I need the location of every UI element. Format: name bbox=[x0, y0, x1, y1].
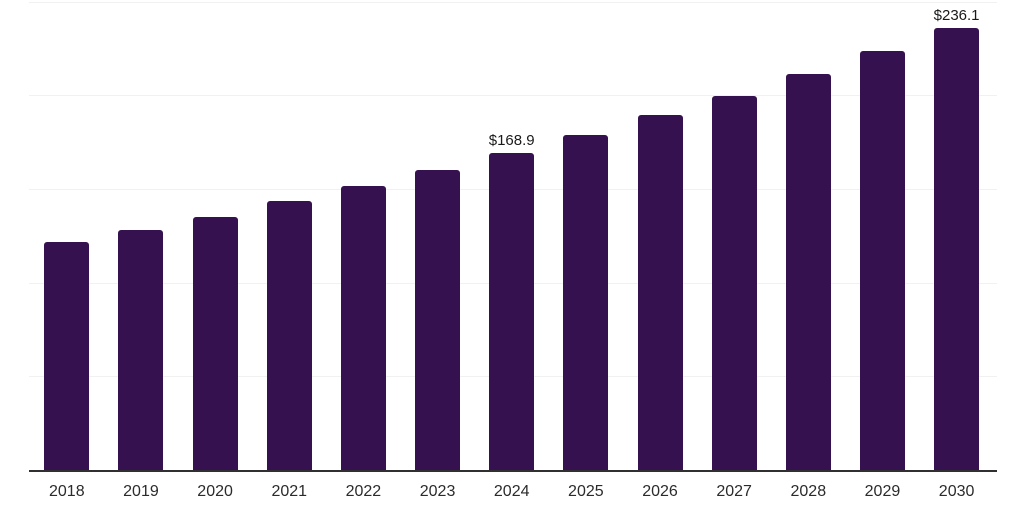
x-tick-2018: 2018 bbox=[49, 483, 85, 500]
bar-2024 bbox=[489, 153, 535, 470]
bar-2028 bbox=[785, 73, 831, 470]
x-tick-2021: 2021 bbox=[271, 483, 308, 500]
x-tick-2027: 2027 bbox=[716, 483, 752, 500]
x-tick-2020: 2020 bbox=[197, 483, 233, 500]
bar-2020 bbox=[192, 216, 238, 470]
bar-2021 bbox=[266, 201, 312, 470]
bar-2019 bbox=[118, 230, 164, 470]
x-axis-line bbox=[29, 469, 997, 472]
bar-2018 bbox=[44, 242, 90, 470]
x-tick-2025: 2025 bbox=[568, 483, 604, 500]
gridline bbox=[29, 95, 997, 97]
x-tick-2022: 2022 bbox=[345, 483, 382, 500]
bar-2026 bbox=[637, 115, 683, 470]
bar-2025 bbox=[563, 134, 609, 470]
x-tick-2024: 2024 bbox=[493, 483, 530, 500]
bar-2030 bbox=[934, 27, 980, 470]
bar-2023 bbox=[415, 169, 461, 470]
x-tick-2026: 2026 bbox=[642, 483, 678, 500]
gridline bbox=[29, 1, 997, 3]
x-tick-2030: 2030 bbox=[938, 483, 975, 500]
x-tick-2029: 2029 bbox=[864, 483, 901, 500]
value-label-2024: $168.9 bbox=[488, 132, 535, 150]
x-tick-2028: 2028 bbox=[790, 483, 827, 500]
bar-2029 bbox=[859, 50, 905, 470]
bar-2022 bbox=[340, 185, 386, 470]
x-tick-2019: 2019 bbox=[123, 483, 159, 500]
value-label-2030: $236.1 bbox=[933, 6, 980, 24]
bar-2027 bbox=[711, 95, 757, 470]
x-tick-2023: 2023 bbox=[419, 483, 456, 500]
